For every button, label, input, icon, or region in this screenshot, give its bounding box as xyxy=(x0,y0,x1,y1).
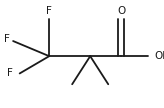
Text: F: F xyxy=(4,34,10,44)
Text: OH: OH xyxy=(154,51,164,61)
Text: F: F xyxy=(7,68,13,78)
Text: O: O xyxy=(117,6,125,16)
Text: F: F xyxy=(46,6,52,16)
